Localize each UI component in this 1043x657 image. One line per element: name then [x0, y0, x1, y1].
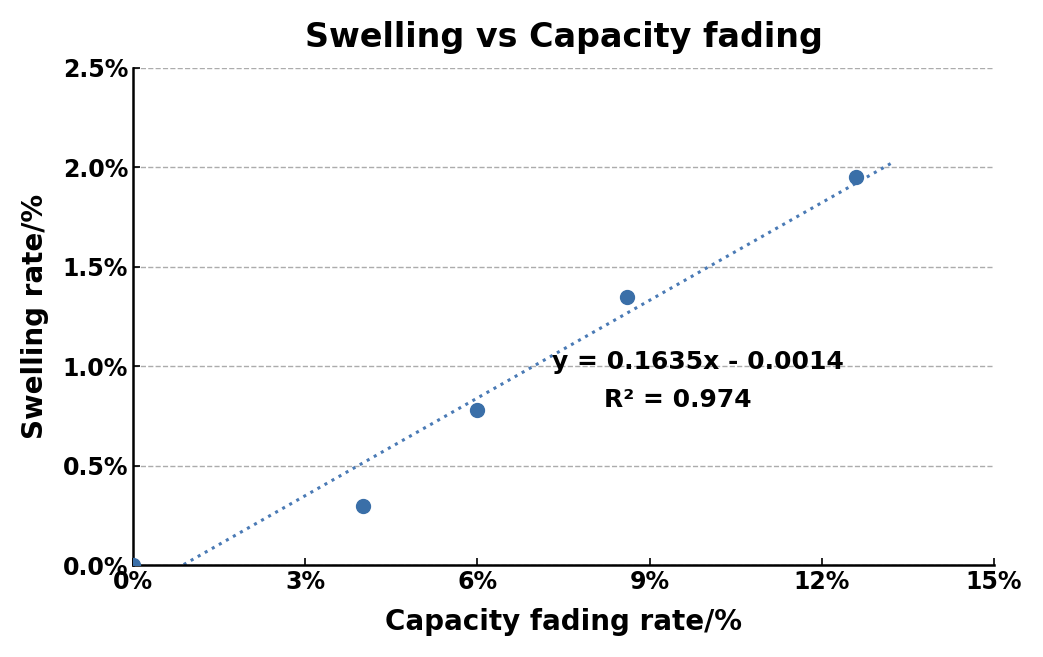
X-axis label: Capacity fading rate/%: Capacity fading rate/% — [385, 608, 742, 636]
Point — [469, 405, 486, 415]
Text: y = 0.1635x - 0.0014: y = 0.1635x - 0.0014 — [552, 350, 844, 374]
Point — [125, 560, 142, 571]
Point — [355, 501, 371, 511]
Title: Swelling vs Capacity fading: Swelling vs Capacity fading — [305, 21, 823, 54]
Point — [618, 291, 635, 302]
Y-axis label: Swelling rate/%: Swelling rate/% — [21, 194, 49, 439]
Point — [848, 172, 865, 183]
Text: R² = 0.974: R² = 0.974 — [604, 388, 751, 412]
